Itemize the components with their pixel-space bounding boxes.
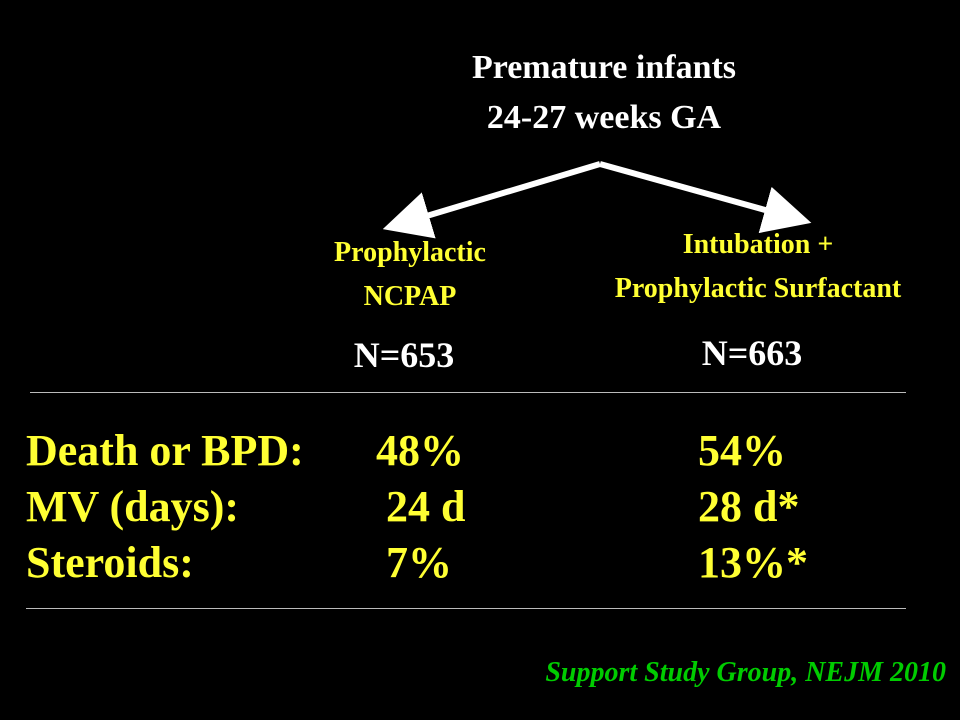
divider-top — [30, 392, 906, 393]
row-left-value: 24 d — [386, 482, 466, 531]
row-left-value: 7% — [386, 538, 452, 587]
right-arm-line1: Intubation + — [682, 229, 834, 260]
row-right-value: 54% — [698, 426, 786, 475]
row-right-value: 13%* — [698, 538, 808, 587]
row-right-value: 28 d* — [698, 482, 800, 531]
arrow-right — [599, 161, 812, 234]
right-n: N=663 — [701, 333, 803, 373]
right-arm-line2: Prophylactic Surfactant — [614, 273, 902, 304]
row-label: Steroids: — [26, 538, 194, 587]
top-title-line2: 24-27 weeks GA — [486, 99, 722, 136]
left-arm-line2: NCPAP — [363, 281, 457, 312]
left-n: N=653 — [353, 335, 455, 375]
top-title-line1: Premature infants — [471, 49, 737, 86]
left-arm-line1: Prophylactic — [334, 237, 486, 268]
divider-bottom — [26, 608, 906, 609]
row-label: MV (days): — [26, 482, 240, 531]
row-left-value: 48% — [376, 426, 464, 475]
row-label: Death or BPD: — [26, 426, 304, 475]
arrow-left — [382, 161, 601, 239]
citation: Support Study Group, NEJM 2010 — [545, 657, 946, 688]
